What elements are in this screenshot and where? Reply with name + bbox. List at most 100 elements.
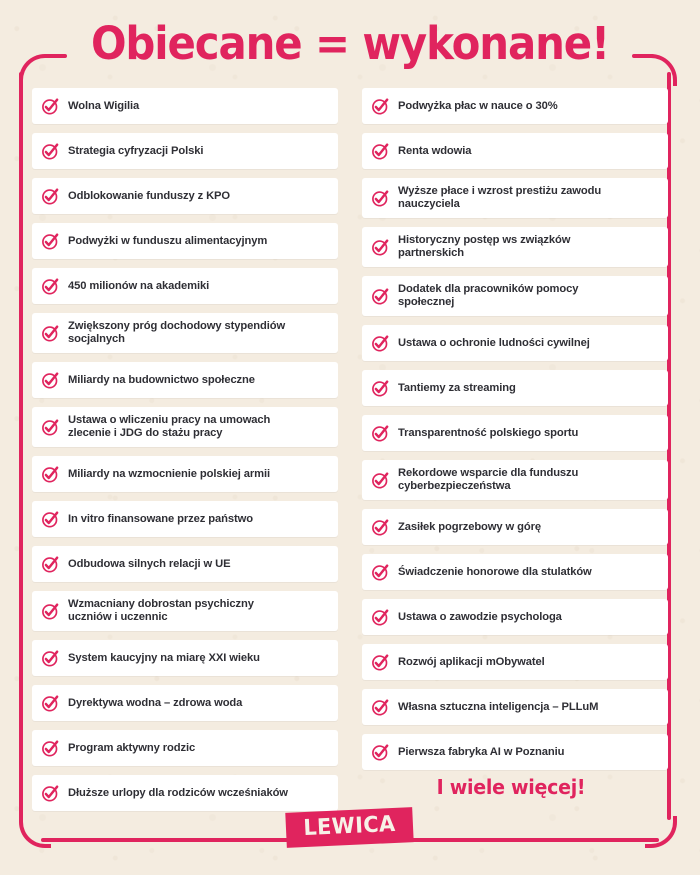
checklist-item-label: Miliardy na budownictwo społeczne bbox=[68, 373, 255, 386]
checklist-item: Tantiemy za streaming bbox=[362, 370, 668, 406]
checklist-item-label: Rozwój aplikacji mObywatel bbox=[398, 655, 545, 668]
checklist-columns: Wolna Wigilia Strategia cyfryzacji Polski… bbox=[0, 88, 700, 811]
check-circle-icon bbox=[372, 608, 389, 626]
checklist-item: Rekordowe wsparcie dla funduszu cyberbez… bbox=[362, 460, 668, 500]
check-circle-icon bbox=[372, 334, 389, 352]
check-circle-icon bbox=[42, 277, 59, 295]
checklist-item-label: Własna sztuczna inteligencja – PLLuM bbox=[398, 700, 599, 713]
checklist-item-label: 450 milionów na akademiki bbox=[68, 279, 210, 292]
checklist-item: Podwyżki w funduszu alimentacyjnym bbox=[32, 223, 338, 259]
checklist-item: Renta wdowia bbox=[362, 133, 668, 169]
check-circle-icon bbox=[372, 379, 389, 397]
checklist-item: Dłuższe urlopy dla rodziców wcześniaków bbox=[32, 775, 338, 811]
check-circle-icon bbox=[42, 739, 59, 757]
logo-label: LEWICA bbox=[303, 811, 397, 842]
check-circle-icon bbox=[42, 232, 59, 250]
checklist-item-label: Zwiększony próg dochodowy stypendiów soc… bbox=[68, 320, 286, 345]
checklist-item-label: Odbudowa silnych relacji w UE bbox=[68, 557, 231, 570]
checklist-item: In vitro finansowane przez państwo bbox=[32, 501, 338, 537]
checklist-item: Odbudowa silnych relacji w UE bbox=[32, 546, 338, 582]
check-circle-icon bbox=[372, 189, 389, 207]
checklist-item: Ustawa o wliczeniu pracy na umowach zlec… bbox=[32, 407, 338, 447]
checklist-item-label: Odblokowanie funduszy z KPO bbox=[68, 189, 231, 202]
check-circle-icon bbox=[372, 653, 389, 671]
check-circle-icon bbox=[42, 465, 59, 483]
checklist-item-label: Ustawa o wliczeniu pracy na umowach zlec… bbox=[68, 414, 271, 439]
check-circle-icon bbox=[372, 698, 389, 716]
checklist-item-label: Miliardy na wzmocnienie polskiej armii bbox=[68, 467, 270, 480]
checklist-item: Zasiłek pogrzebowy w górę bbox=[362, 509, 668, 545]
checklist-column-right: Podwyżka płac w nauce o 30% Renta wdowia W… bbox=[362, 88, 668, 811]
check-circle-icon bbox=[42, 324, 59, 342]
check-circle-icon bbox=[42, 555, 59, 573]
checklist-item: Podwyżka płac w nauce o 30% bbox=[362, 88, 668, 124]
checklist-item-label: Renta wdowia bbox=[398, 144, 472, 157]
checklist-item: Wzmacniany dobrostan psychiczny uczniów … bbox=[32, 591, 338, 631]
check-circle-icon bbox=[42, 371, 59, 389]
check-circle-icon bbox=[372, 238, 389, 256]
check-circle-icon bbox=[372, 287, 389, 305]
check-circle-icon bbox=[42, 418, 59, 436]
logo-badge: LEWICA bbox=[285, 807, 415, 848]
checklist-item-label: Transparentność polskiego sportu bbox=[398, 426, 579, 439]
checklist-item: Miliardy na wzmocnienie polskiej armii bbox=[32, 456, 338, 492]
checklist-item-label: Dłuższe urlopy dla rodziców wcześniaków bbox=[68, 786, 288, 799]
checklist-item-label: Wzmacniany dobrostan psychiczny uczniów … bbox=[68, 598, 254, 623]
check-circle-icon bbox=[372, 97, 389, 115]
check-circle-icon bbox=[42, 784, 59, 802]
checklist-item-label: Zasiłek pogrzebowy w górę bbox=[398, 520, 541, 533]
check-circle-icon bbox=[372, 471, 389, 489]
check-circle-icon bbox=[42, 694, 59, 712]
checklist-item: Ustawa o zawodzie psychologa bbox=[362, 599, 668, 635]
brand-logo: LEWICA bbox=[0, 807, 700, 848]
check-circle-icon bbox=[42, 97, 59, 115]
checklist-item-label: Ustawa o zawodzie psychologa bbox=[398, 610, 562, 623]
checklist-item-label: Historyczny postęp ws związków partnersk… bbox=[398, 234, 571, 259]
checklist-item: Historyczny postęp ws związków partnersk… bbox=[362, 227, 668, 267]
frame-corner-bottom-right bbox=[645, 816, 677, 848]
checklist-item: Wolna Wigilia bbox=[32, 88, 338, 124]
check-circle-icon bbox=[42, 602, 59, 620]
checklist-item: Rozwój aplikacji mObywatel bbox=[362, 644, 668, 680]
checklist-item: Wyższe płace i wzrost prestiżu zawodu na… bbox=[362, 178, 668, 218]
checklist-item-label: Ustawa o ochronie ludności cywilnej bbox=[398, 336, 590, 349]
checklist-item: System kaucyjny na miarę XXI wieku bbox=[32, 640, 338, 676]
checklist-item-label: Strategia cyfryzacji Polski bbox=[68, 144, 204, 157]
checklist-item-label: Podwyżka płac w nauce o 30% bbox=[398, 99, 558, 112]
checklist-item-label: Program aktywny rodzic bbox=[68, 741, 196, 754]
checklist-item: Strategia cyfryzacji Polski bbox=[32, 133, 338, 169]
check-circle-icon bbox=[372, 563, 389, 581]
checklist-item: Pierwsza fabryka AI w Poznaniu bbox=[362, 734, 668, 770]
checklist-item-label: Wolna Wigilia bbox=[68, 99, 140, 112]
check-circle-icon bbox=[372, 142, 389, 160]
checklist-item-label: Tantiemy za streaming bbox=[398, 381, 516, 394]
checklist-item: Własna sztuczna inteligencja – PLLuM bbox=[362, 689, 668, 725]
check-circle-icon bbox=[42, 142, 59, 160]
check-circle-icon bbox=[42, 510, 59, 528]
checklist-item: Program aktywny rodzic bbox=[32, 730, 338, 766]
checklist-item-label: Pierwsza fabryka AI w Poznaniu bbox=[398, 745, 565, 758]
frame-border-right bbox=[667, 72, 671, 820]
check-circle-icon bbox=[42, 187, 59, 205]
checklist-item: Ustawa o ochronie ludności cywilnej bbox=[362, 325, 668, 361]
check-circle-icon bbox=[372, 743, 389, 761]
check-circle-icon bbox=[372, 518, 389, 536]
checklist-item: Miliardy na budownictwo społeczne bbox=[32, 362, 338, 398]
frame-border-left bbox=[19, 72, 23, 820]
frame-corner-top-right bbox=[645, 54, 677, 86]
checklist-item: Transparentność polskiego sportu bbox=[362, 415, 668, 451]
checklist-item-label: Wyższe płace i wzrost prestiżu zawodu na… bbox=[398, 185, 602, 210]
checklist-item: Zwiększony próg dochodowy stypendiów soc… bbox=[32, 313, 338, 353]
checklist-item: Odblokowanie funduszy z KPO bbox=[32, 178, 338, 214]
checklist-item: 450 milionów na akademiki bbox=[32, 268, 338, 304]
checklist-column-left: Wolna Wigilia Strategia cyfryzacji Polski… bbox=[32, 88, 338, 811]
frame-border-top-right-stub bbox=[632, 54, 654, 58]
checklist-item-label: System kaucyjny na miarę XXI wieku bbox=[68, 651, 260, 664]
check-circle-icon bbox=[42, 649, 59, 667]
checklist-item-label: Dodatek dla pracowników pomocy społeczne… bbox=[398, 283, 579, 308]
checklist-item-label: Rekordowe wsparcie dla funduszu cyberbez… bbox=[398, 467, 579, 492]
checklist-item-label: Podwyżki w funduszu alimentacyjnym bbox=[68, 234, 268, 247]
checklist-item: Dodatek dla pracowników pomocy społeczne… bbox=[362, 276, 668, 316]
checklist-item-label: Dyrektywa wodna – zdrowa woda bbox=[68, 696, 243, 709]
frame-border-top-left-stub bbox=[45, 54, 67, 58]
